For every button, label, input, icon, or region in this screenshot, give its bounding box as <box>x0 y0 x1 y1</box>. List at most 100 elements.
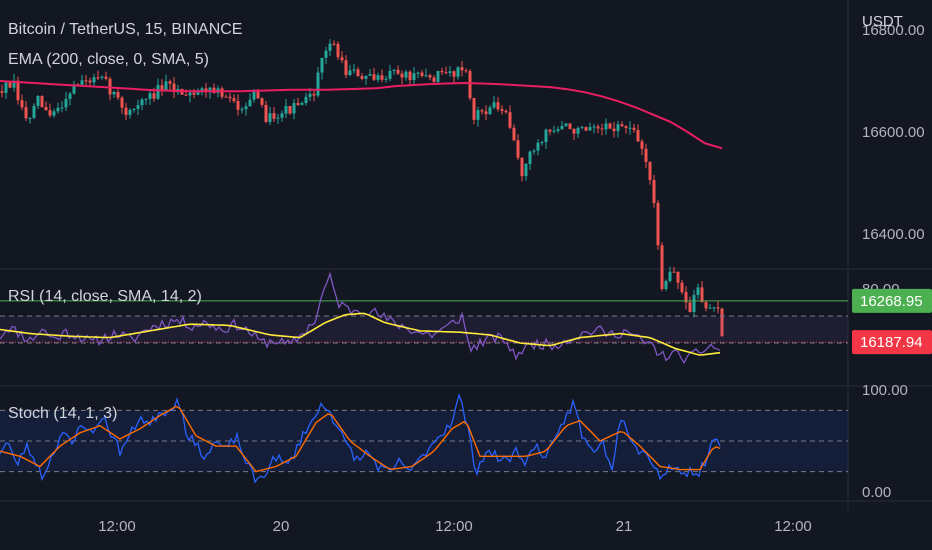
time-tick-label: 12:00 <box>98 518 136 535</box>
time-axis: 12:00 20 12:00 21 12:00 <box>98 518 812 535</box>
candle-body <box>264 104 268 122</box>
candle-body <box>268 113 272 122</box>
candle-body <box>208 87 212 93</box>
candle-body <box>508 112 512 128</box>
candle-body <box>664 280 668 289</box>
candle-body <box>324 50 328 58</box>
candle-body <box>244 106 248 110</box>
candle-body <box>688 302 692 312</box>
candle-body <box>104 76 108 79</box>
candle-body <box>4 82 8 93</box>
candle-body <box>424 75 428 77</box>
candle-body <box>384 78 388 80</box>
stoch-tick-label: 0.00 <box>862 484 891 501</box>
candle-body <box>128 110 132 115</box>
candle-body <box>412 73 416 81</box>
candle-body <box>300 103 304 105</box>
candle-body <box>708 307 712 309</box>
candle-body <box>388 70 392 79</box>
candle-body <box>12 80 16 88</box>
last-price-tag-bg <box>852 330 932 355</box>
candle-body <box>476 110 480 120</box>
candle-body <box>540 142 544 144</box>
candle-body <box>116 91 120 98</box>
candle-body <box>400 73 404 78</box>
candle-body <box>436 71 440 82</box>
candle-body <box>408 71 412 81</box>
candle-body <box>640 141 644 149</box>
candle-body <box>520 157 524 177</box>
candle-body <box>248 99 252 107</box>
candle-body <box>568 123 572 129</box>
candle-body <box>512 127 516 141</box>
candle-body <box>668 271 672 281</box>
last-price-tag: 16187.94 <box>860 334 923 351</box>
candle-body <box>48 110 52 116</box>
candle-body <box>644 148 648 162</box>
candle-body <box>620 124 624 127</box>
candle-body <box>452 71 456 77</box>
candle-body <box>592 126 596 128</box>
candle-body <box>52 111 56 116</box>
candle-body <box>292 103 296 114</box>
candle-body <box>184 94 188 96</box>
candle-body <box>24 107 28 119</box>
rsi-band-fill <box>0 316 848 343</box>
currency-label: USDT <box>862 13 903 30</box>
candle-body <box>628 127 632 129</box>
price-tags: 16268.95 16187.94 <box>852 288 932 355</box>
candle-body <box>460 67 464 71</box>
candle-body <box>304 96 308 104</box>
grid <box>0 0 932 510</box>
time-tick-label: 21 <box>616 518 633 535</box>
candle-body <box>528 151 532 164</box>
symbol-title: Bitcoin / TetherUS, 15, BINANCE <box>8 21 243 38</box>
time-tick-label: 20 <box>273 518 290 535</box>
candle-body <box>252 90 256 100</box>
candle-body <box>280 113 284 118</box>
candle-body <box>692 294 696 312</box>
candle-body <box>364 75 368 79</box>
stoch-k-line <box>0 393 721 484</box>
candle-body <box>64 98 68 108</box>
candle-body <box>100 76 104 78</box>
rsi-legend: RSI (14, close, SMA, 14, 2) <box>8 288 202 305</box>
candle-body <box>88 80 92 83</box>
candle-body <box>320 57 324 73</box>
stoch-pane <box>0 393 848 484</box>
candle-body <box>164 81 168 91</box>
candle-body <box>152 93 156 99</box>
candle-body <box>580 127 584 129</box>
candle-body <box>416 72 420 74</box>
candle-body <box>472 98 476 120</box>
candle-body <box>404 71 408 78</box>
candle-body <box>468 71 472 99</box>
candle-body <box>344 60 348 76</box>
candle-body <box>172 83 176 93</box>
candle-body <box>16 80 20 101</box>
candle-body <box>84 80 88 82</box>
candle-body <box>56 107 60 112</box>
candle-body <box>544 129 548 143</box>
candle-body <box>196 92 200 95</box>
candle-body <box>488 107 492 114</box>
candle-body <box>392 69 396 71</box>
candle-body <box>652 179 656 203</box>
candle-body <box>396 69 400 74</box>
candle-body <box>676 271 680 283</box>
candle-body <box>636 129 640 142</box>
candle-body <box>376 75 380 80</box>
candle-body <box>32 105 36 118</box>
candle-body <box>272 113 276 119</box>
time-tick-label: 12:00 <box>435 518 473 535</box>
candle-body <box>604 123 608 130</box>
candle-body <box>524 163 528 177</box>
candle-body <box>368 74 372 76</box>
candle-body <box>192 92 196 95</box>
candle-body <box>420 72 424 77</box>
candle-body <box>284 106 288 114</box>
candle-body <box>352 69 356 71</box>
candle-body <box>308 93 312 97</box>
